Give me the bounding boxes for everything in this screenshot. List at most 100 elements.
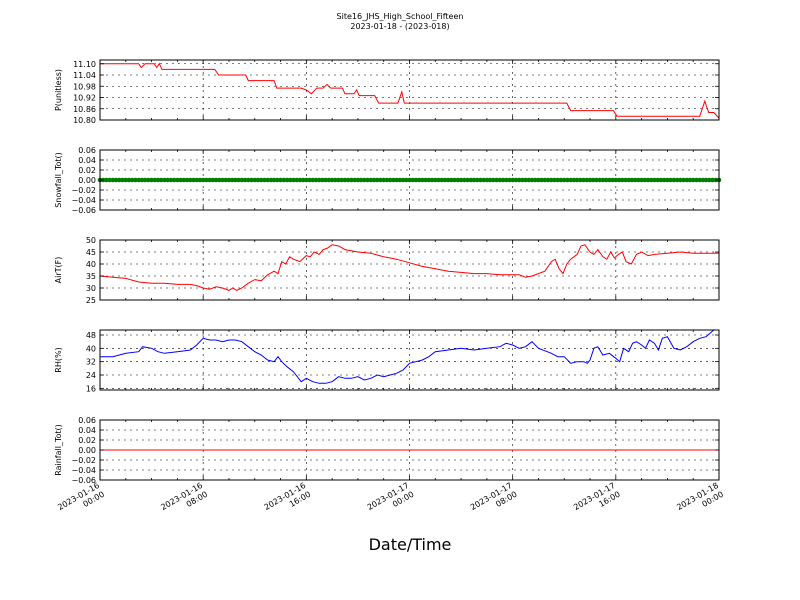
data-point [229,177,235,183]
data-point [284,177,290,183]
data-point [442,177,448,183]
data-point [642,177,648,183]
data-point [394,177,399,183]
data-point [191,177,196,183]
data-point [481,177,486,183]
y-tick-label: −0.04 [71,466,96,475]
data-point [423,177,428,183]
data-point [613,177,619,183]
data-point [104,177,109,183]
data-point [326,177,332,183]
x-tick-label: 2023-01-1616:00 [263,481,313,521]
subplot-1: 10.80 10.86 10.92 10.98 11.04 11.10 P(unitless… [54,59,720,125]
data-point [507,177,512,183]
data-point [345,177,351,183]
data-point [204,177,209,183]
series-line [99,244,719,291]
data-point [616,177,622,183]
data-point [316,177,322,183]
y-axis-label: RH(%) [54,347,63,372]
data-point [355,177,361,183]
data-point [571,177,577,183]
data-point [187,177,193,183]
data-point [365,177,370,183]
data-point [687,177,693,183]
data-point [226,177,232,183]
data-point [133,177,138,183]
data-point [607,177,612,183]
data-point [268,177,274,183]
data-point [681,177,686,183]
data-point [200,177,206,183]
data-point [246,177,251,183]
data-point [175,177,180,183]
y-tick-label: 40 [86,260,96,269]
x-tick-labels: 2023-01-1600:00 2023-01-1608:00 2023-01-16… [56,481,725,521]
data-point [513,177,519,183]
data-point [445,177,451,183]
data-point [629,177,635,183]
data-point [665,177,670,183]
y-tick-label: 48 [86,331,96,340]
data-point [400,177,406,183]
data-point [603,177,609,183]
data-point [658,177,664,183]
data-point [626,177,632,183]
y-tick-label: −0.06 [71,476,96,485]
data-point [536,177,541,183]
data-point [352,177,357,183]
data-point [387,177,393,183]
data-point [281,177,287,183]
data-point [236,177,241,183]
data-point [426,177,432,183]
data-point [255,177,261,183]
data-point [584,177,590,183]
data-point [581,177,586,183]
data-point [291,177,296,183]
data-point [358,177,364,183]
x-axis-label: Date/Time [369,535,452,554]
data-point [436,177,441,183]
y-tick-label: 0.04 [78,426,96,435]
data-point [233,177,238,183]
data-point [216,177,222,183]
data-point [420,177,425,183]
x-tick-label: 2023-01-1800:00 [675,481,725,521]
data-point [526,177,532,183]
data-point [271,177,277,183]
data-point [529,177,535,183]
data-point [565,177,570,183]
y-tick-label: 0.06 [78,416,96,425]
data-point [275,177,280,183]
data-point [668,177,673,183]
y-axis-label: Rainfall_Tot() [54,424,63,476]
x-tick-label: 2023-01-1700:00 [366,481,416,521]
data-point [197,177,203,183]
data-point [410,177,416,183]
data-point [184,177,190,183]
data-point [503,177,509,183]
data-point [300,177,306,183]
data-point [429,177,435,183]
data-point [710,177,715,183]
data-point [452,177,457,183]
data-point [561,177,567,183]
data-point [194,177,200,183]
subplot-2: −0.06−0.04−0.020.000.020.040.06 Snowfall_… [54,146,722,215]
data-point [700,177,706,183]
series-line [100,329,719,384]
data-point [639,177,644,183]
y-tick-label: −0.06 [71,206,96,215]
data-point [265,177,270,183]
data-point [168,177,174,183]
data-point [278,177,283,183]
data-point [310,177,316,183]
data-point [339,177,345,183]
data-point [333,177,338,183]
data-point [349,177,354,183]
data-point [252,177,258,183]
y-axis-label: P(unitless) [54,69,63,111]
data-point [136,177,141,183]
y-tick-label: 25 [86,296,96,305]
